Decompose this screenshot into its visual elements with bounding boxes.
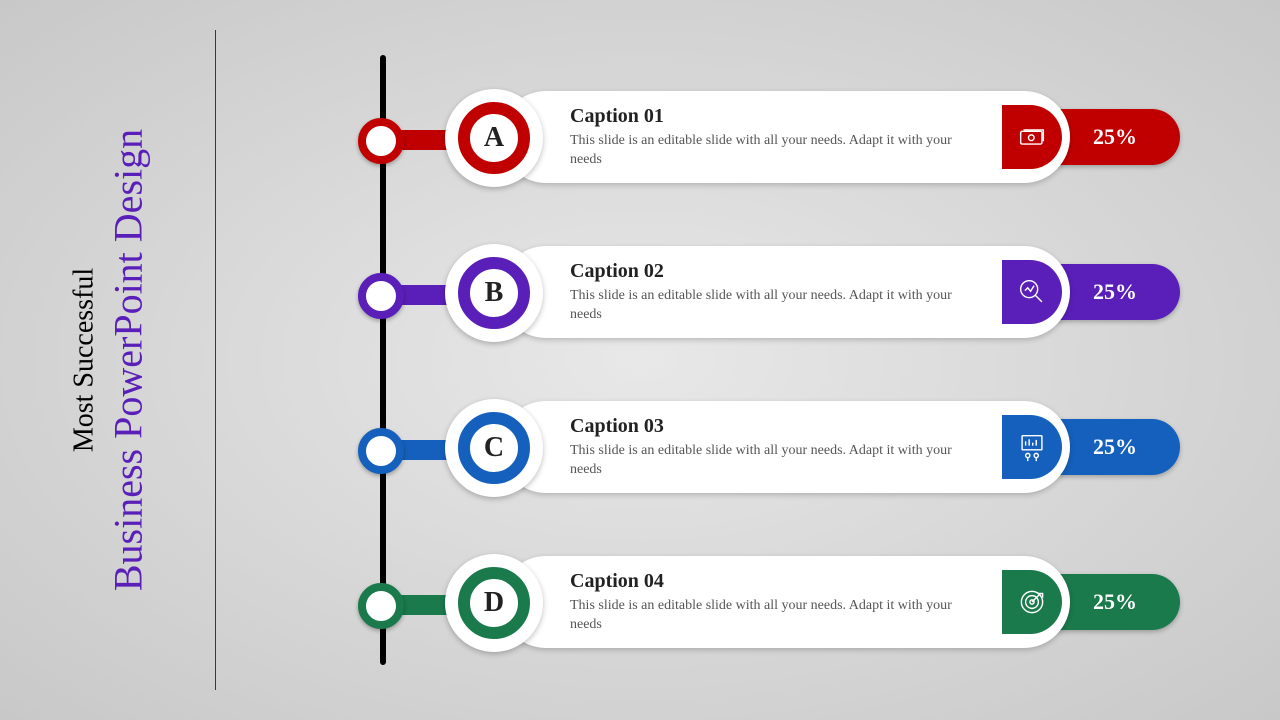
description: This slide is an editable slide with all… (570, 287, 970, 325)
node-large: B (445, 244, 543, 342)
content-bar: Caption 02 This slide is an editable sli… (500, 246, 1070, 338)
icon-tab (1002, 415, 1062, 479)
timeline-item: Caption 04 This slide is an editable sli… (350, 550, 1250, 650)
description: This slide is an editable slide with all… (570, 442, 970, 480)
caption: Caption 01 (570, 105, 970, 128)
timeline-item: Caption 03 This slide is an editable sli… (350, 395, 1250, 495)
timeline-item: Caption 02 This slide is an editable sli… (350, 240, 1250, 340)
node-letter: C (458, 412, 530, 484)
analytics-icon (1015, 275, 1049, 309)
content-bar: Caption 03 This slide is an editable sli… (500, 401, 1070, 493)
title-small: Most Successful (69, 50, 101, 670)
presentation-icon (1015, 430, 1049, 464)
percent-value: 25% (1093, 279, 1137, 305)
percent-value: 25% (1093, 589, 1137, 615)
icon-tab (1002, 570, 1062, 634)
description: This slide is an editable slide with all… (570, 597, 970, 635)
content-bar: Caption 04 This slide is an editable sli… (500, 556, 1070, 648)
node-small (358, 583, 404, 629)
icon-tab (1002, 105, 1062, 169)
node-small (358, 118, 404, 164)
title-block: Most Successful Business PowerPoint Desi… (69, 50, 152, 670)
percent-value: 25% (1093, 124, 1137, 150)
items-container: Caption 01 This slide is an editable sli… (350, 85, 1250, 705)
timeline-item: Caption 01 This slide is an editable sli… (350, 85, 1250, 185)
content-bar: Caption 01 This slide is an editable sli… (500, 91, 1070, 183)
node-small (358, 428, 404, 474)
vertical-divider (215, 30, 216, 690)
caption: Caption 02 (570, 260, 970, 283)
node-large: C (445, 399, 543, 497)
money-icon (1015, 120, 1049, 154)
node-large: D (445, 554, 543, 652)
node-letter: D (458, 567, 530, 639)
icon-tab (1002, 260, 1062, 324)
title-large: Business PowerPoint Design (105, 50, 152, 670)
description: This slide is an editable slide with all… (570, 132, 970, 170)
caption: Caption 04 (570, 570, 970, 593)
node-letter: A (458, 102, 530, 174)
caption: Caption 03 (570, 415, 970, 438)
node-large: A (445, 89, 543, 187)
percent-value: 25% (1093, 434, 1137, 460)
target-icon (1015, 585, 1049, 619)
node-small (358, 273, 404, 319)
node-letter: B (458, 257, 530, 329)
